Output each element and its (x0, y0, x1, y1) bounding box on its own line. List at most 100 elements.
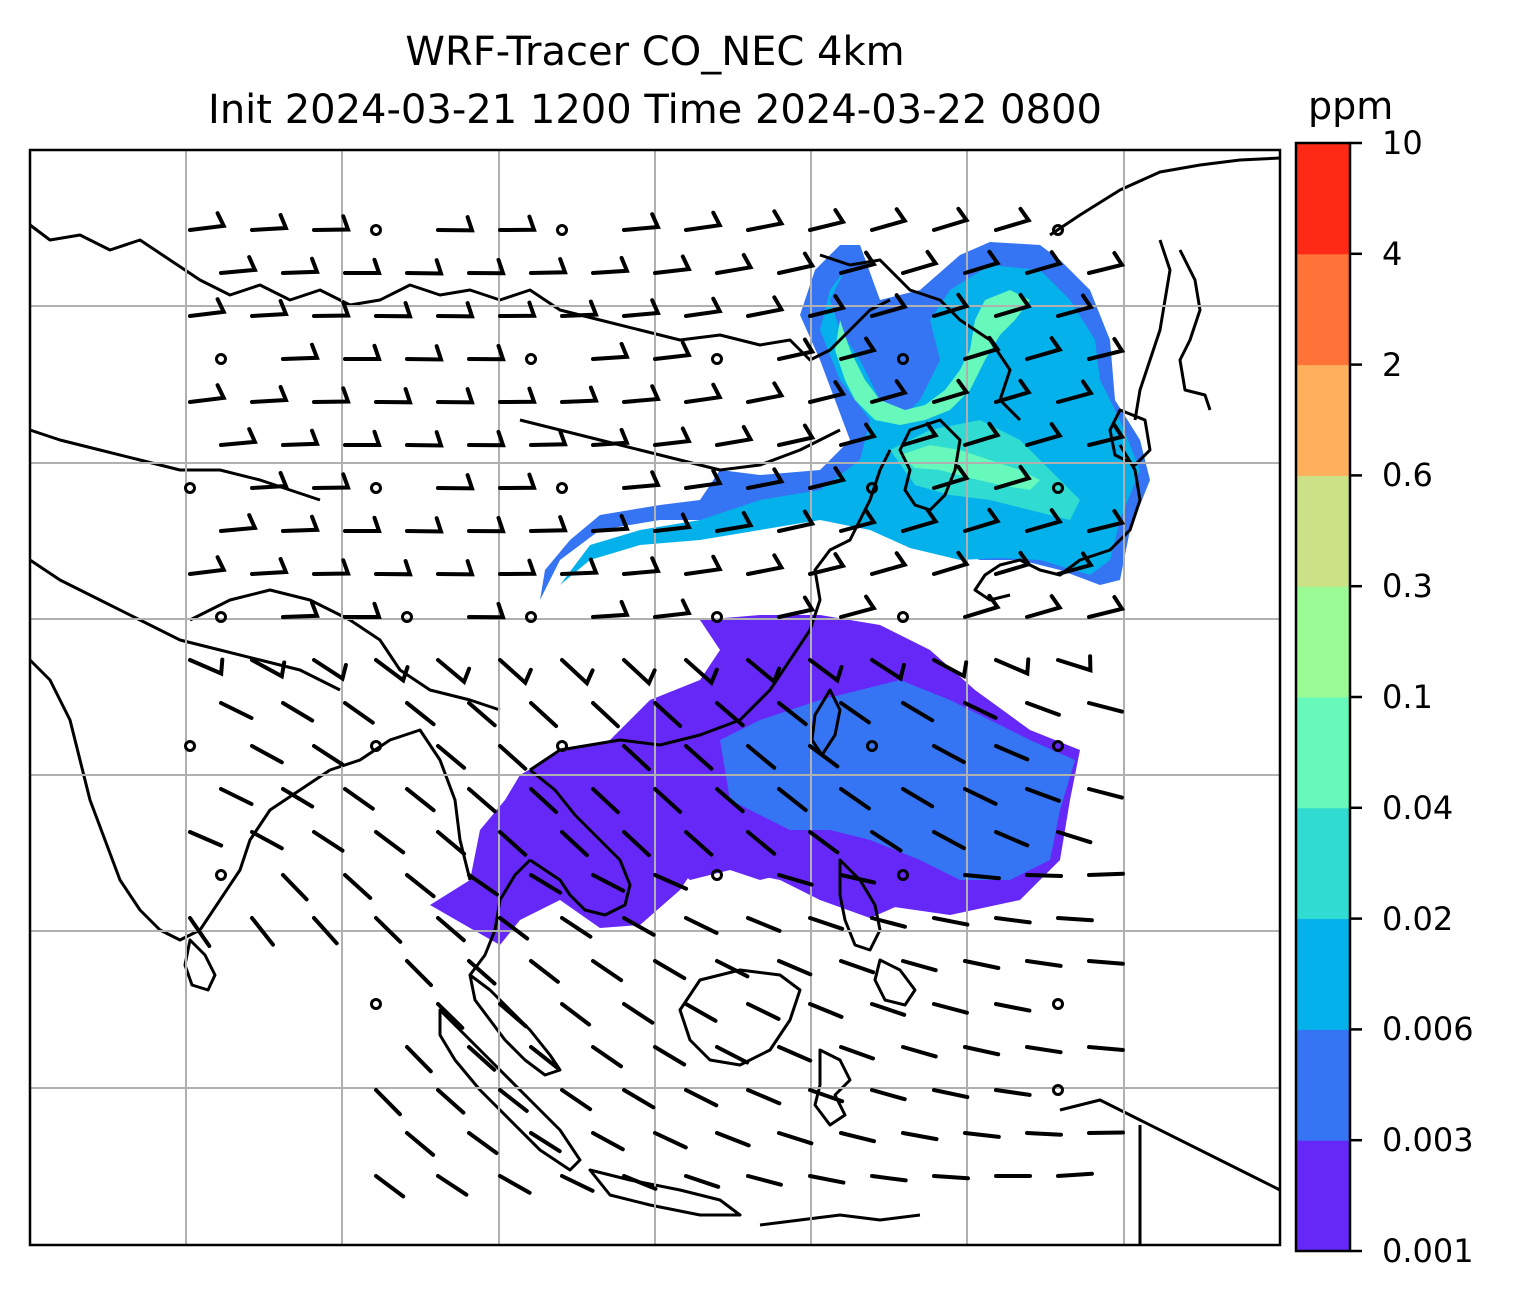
wind-barb (343, 787, 375, 811)
wind-barb (1025, 959, 1063, 968)
wind-barb (312, 386, 351, 404)
wind-barb (591, 1045, 623, 1069)
wind-barb (870, 1088, 907, 1102)
wind-barb (932, 1088, 970, 1100)
wind-barb (622, 470, 661, 490)
coast-japan (973, 444, 1142, 602)
wind-barb (498, 558, 537, 576)
wind-barb (1087, 251, 1126, 275)
wind-barb (560, 1174, 595, 1193)
wind-barb (591, 255, 630, 275)
calm-wind-circle (556, 482, 568, 494)
wind-barb (746, 744, 777, 770)
wind-barb (312, 916, 339, 946)
wind-barb (963, 787, 998, 806)
wind-barb (994, 550, 1032, 576)
wind-barb (994, 744, 1030, 762)
wind-barb (653, 340, 692, 361)
calm-wind-circle (866, 740, 878, 752)
wind-barb (808, 552, 847, 576)
wind-barb (901, 959, 938, 973)
wind-barb (529, 429, 568, 447)
wind-barb (560, 299, 599, 318)
wind-barb (653, 1045, 687, 1067)
wind-barb (1087, 701, 1124, 714)
calm-wind-circle (215, 611, 227, 623)
wind-barb (653, 426, 692, 447)
colorbar-tick-label: 4 (1382, 234, 1403, 273)
border-tibet (189, 588, 501, 712)
calm-wind-circle (897, 611, 909, 623)
wind-barb (777, 701, 808, 727)
wind-barb (746, 830, 777, 856)
colorbar-segment (1296, 918, 1350, 1030)
wind-barb (281, 428, 320, 447)
wind-barb (312, 558, 351, 576)
wind-barb (1087, 423, 1126, 447)
coast-philippines-luzon (838, 858, 882, 952)
wind-barb (436, 1088, 466, 1115)
wind-barb (963, 593, 1001, 619)
wind-barb (498, 1002, 528, 1029)
colorbar-segment (1296, 143, 1350, 255)
wind-barb (746, 553, 785, 576)
wind-barb (870, 658, 906, 682)
wind-barb (467, 601, 506, 620)
wind-barb (901, 421, 939, 447)
wind-barb (994, 378, 1032, 404)
wind-barb (343, 429, 382, 447)
wind-barb (622, 1088, 656, 1110)
calm-wind-circle (1052, 224, 1064, 236)
wind-barb (1056, 916, 1094, 923)
chart-title-line1: WRF-Tracer CO_NEC 4km (405, 29, 905, 75)
wind-barb (994, 657, 1031, 677)
wind-barb (808, 1088, 845, 1104)
calm-wind-circle (184, 482, 196, 494)
wind-barb (684, 296, 723, 318)
wind-barb (777, 509, 816, 533)
wind-barb (1087, 787, 1124, 800)
wind-barb (529, 873, 563, 895)
wind-barb (529, 257, 568, 275)
wind-barb (622, 298, 661, 318)
wind-barb (932, 378, 970, 404)
wind-barb (653, 959, 687, 981)
wind-barb (653, 512, 692, 533)
wind-barb (498, 658, 533, 687)
wind-barb (591, 341, 630, 361)
wind-barb (250, 830, 284, 851)
wind-barb (994, 206, 1032, 232)
wind-barb (498, 744, 528, 771)
colorbar-segment (1296, 807, 1350, 920)
wind-barb (281, 787, 315, 809)
wind-barb (777, 959, 813, 977)
wind-barb (622, 830, 651, 858)
wind-barb (1025, 336, 1063, 361)
coast-far-east (1049, 156, 1281, 237)
wind-barb (374, 830, 406, 855)
wind-barb (901, 701, 935, 723)
wind-barb (715, 701, 745, 728)
colorbar-tick-label: 0.02 (1382, 899, 1454, 938)
calm-wind-circle (215, 869, 227, 881)
wind-barb (219, 787, 254, 806)
wind-barb (932, 916, 970, 927)
wind-barb (405, 959, 433, 988)
coast-borneo (678, 968, 802, 1067)
colorbar-segment (1296, 253, 1350, 366)
wind-barb (529, 515, 568, 533)
wind-barb (343, 257, 382, 275)
calm-wind-circle (1052, 482, 1064, 494)
wind-barb (684, 1002, 718, 1023)
wind-barb (994, 916, 1032, 925)
wind-barb (281, 600, 320, 619)
colorbar-segment (1296, 475, 1350, 587)
coast-malay (468, 973, 562, 1077)
wind-barb (1056, 654, 1093, 673)
colorbar-unit-label: ppm (1308, 84, 1394, 128)
wind-barb (901, 507, 939, 533)
wind-barb (560, 658, 595, 687)
wind-barb (684, 916, 719, 935)
colorbar-segment (1296, 1140, 1350, 1252)
wind-barb (932, 292, 970, 318)
